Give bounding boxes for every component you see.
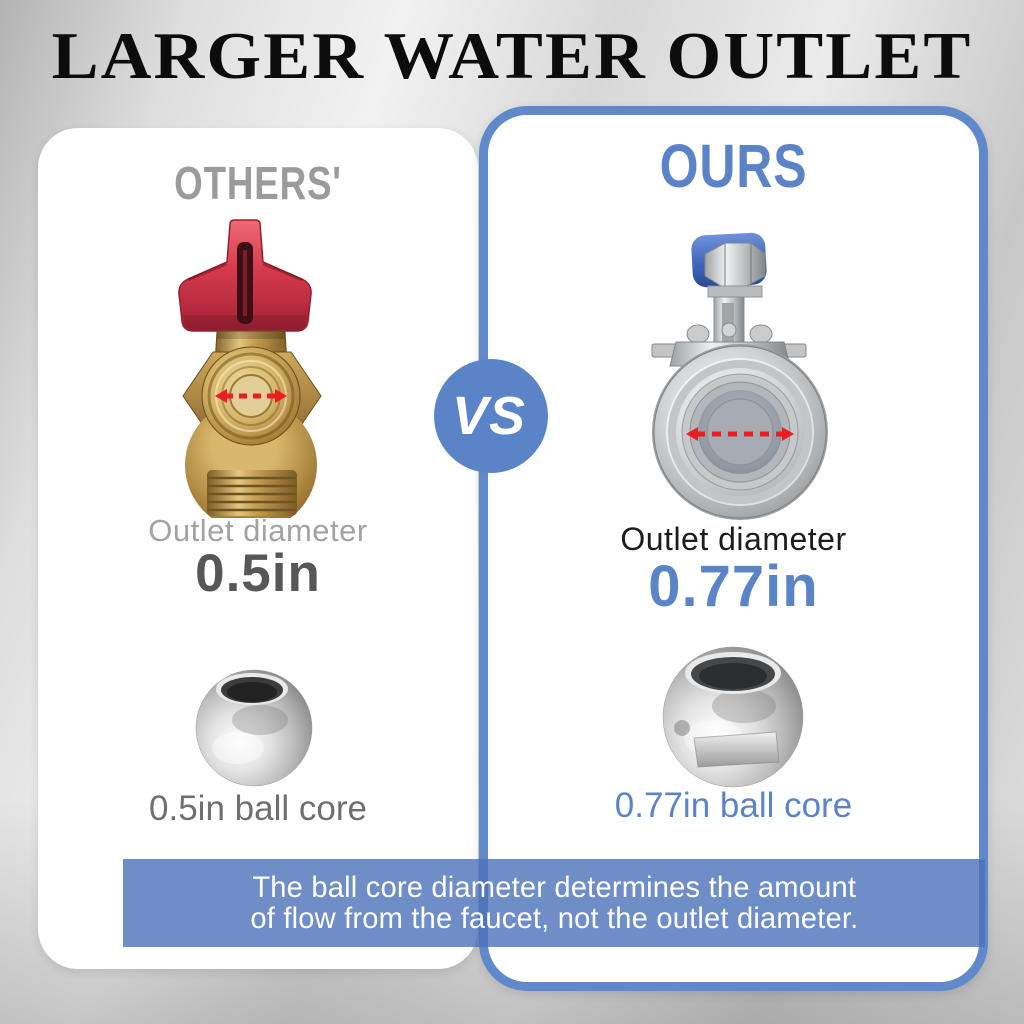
threaded-outlet [207,470,297,516]
others-ball-caption: 0.5in ball core [149,789,367,828]
diameter-arrow-icon [215,389,287,403]
diameter-arrow-icon [686,427,794,441]
vs-badge-label: VS [451,386,527,446]
others-heading: OTHERS' [174,157,342,209]
ours-outlet-label: Outlet diameter [620,521,847,557]
others-outlet-value: 0.5in [195,544,321,603]
others-ball-image [190,662,318,795]
ours-ball-image [658,640,808,795]
ours-outlet-value: 0.77in [648,554,819,619]
others-valve-image [153,218,353,531]
ours-heading: OURS [659,132,808,200]
ours-valve-image [648,230,838,525]
others-outlet-label: Outlet diameter [148,513,368,548]
footer-note-bar: The ball core diameter determines the am… [123,859,985,947]
page-title: LARGER WATER OUTLET [51,19,973,93]
footer-note-line1: The ball core diameter determines the am… [252,871,856,904]
footer-note-line2: of flow from the faucet, not the outlet … [249,902,859,935]
vs-badge: VS [434,359,548,473]
red-valve-handle [178,219,312,332]
ours-ball-caption: 0.77in ball core [614,786,853,825]
